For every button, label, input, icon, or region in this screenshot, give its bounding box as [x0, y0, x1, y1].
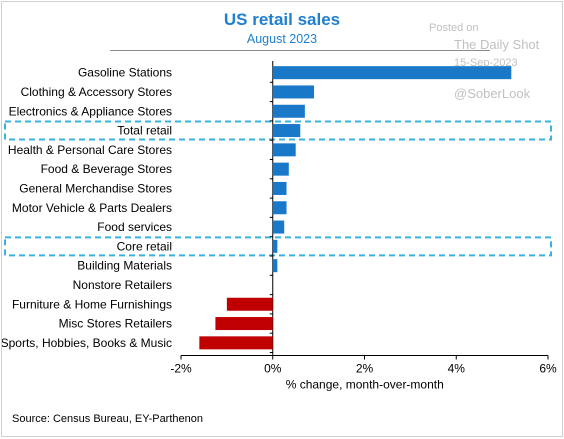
bar-misc-stores-retailers [215, 317, 273, 331]
category-label: Motor Vehicle & Parts Dealers [12, 201, 172, 215]
category-label: Food & Beverage Stores [41, 162, 172, 176]
watermark-posted: Posted on [429, 22, 479, 34]
bar-furniture-home-furnishings [226, 297, 273, 311]
bar-building-materials [272, 259, 278, 273]
category-label: Food services [97, 220, 172, 234]
x-tick-label: 0% [264, 362, 282, 376]
watermark-handle: @SoberLook [454, 86, 531, 101]
x-tick-label: 2% [356, 362, 374, 376]
bar-total-retail [272, 124, 301, 138]
category-label: Total retail [117, 124, 172, 138]
bar-core-retail [272, 239, 278, 253]
highlight-box-core-retail [4, 236, 552, 257]
source-note: Source: Census Bureau, EY-Parthenon [12, 413, 203, 425]
chart-subtitle: August 2023 [246, 32, 318, 46]
watermark-site: The Daily Shot [454, 37, 540, 52]
title-divider [110, 50, 490, 51]
category-label: Clothing & Accessory Stores [21, 85, 172, 99]
category-label: Core retail [117, 239, 172, 253]
category-label: Electronics & Appliance Stores [9, 104, 172, 118]
category-label: Building Materials [77, 259, 172, 273]
category-label: Sports, Hobbies, Books & Music [2, 336, 172, 350]
category-label: Furniture & Home Furnishings [12, 297, 172, 311]
category-label: Misc Stores Retailers [59, 317, 172, 331]
category-label: Gasoline Stations [78, 66, 172, 80]
bar-electronics-appliance-stores [272, 104, 305, 118]
bar-food-services [272, 220, 285, 234]
chart-title: US retail sales [223, 10, 341, 29]
category-label: Nonstore Retailers [73, 278, 172, 292]
x-axis-label: % change, month-over-month [286, 378, 444, 392]
watermark-date: 15-Sep-2023 [454, 57, 518, 69]
bar-food-beverage-stores [272, 162, 289, 176]
category-label: General Merchandise Stores [19, 181, 172, 195]
highlight-box-total-retail [4, 120, 552, 141]
bar-sports-hobbies-books-music [199, 336, 273, 350]
bar-motor-vehicle-parts-dealers [272, 201, 287, 215]
x-tick-label: 6% [539, 362, 557, 376]
bar-clothing-accessory-stores [272, 85, 315, 99]
category-label: Health & Personal Care Stores [8, 143, 172, 157]
x-tick-label: 4% [448, 362, 466, 376]
x-tick-label: -2% [170, 362, 192, 376]
bar-general-merchandise-stores [272, 181, 287, 195]
bar-health-personal-care-stores [272, 143, 296, 157]
bar-gasoline-stations [272, 66, 512, 80]
